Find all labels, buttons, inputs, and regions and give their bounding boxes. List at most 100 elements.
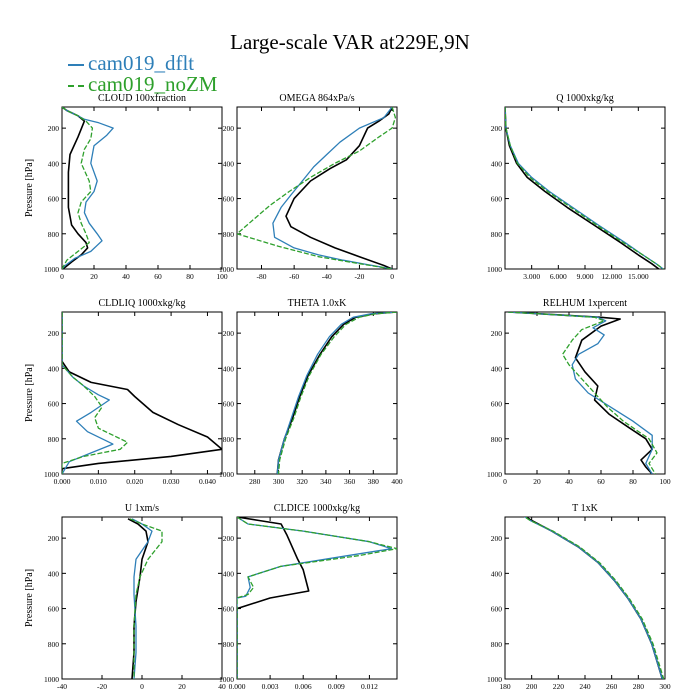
x-tick-label: 0 (503, 477, 507, 486)
series-line-noZM (62, 107, 94, 269)
y-tick-label: 1000 (219, 265, 234, 274)
x-tick-label: 100 (216, 272, 228, 281)
series-group (276, 312, 397, 474)
y-tick-label: 400 (223, 364, 235, 373)
x-tick-label: 12.000 (601, 272, 622, 281)
series-line-ref (508, 312, 654, 474)
y-tick-label: 200 (223, 124, 235, 133)
x-tick-label: 40 (122, 272, 130, 281)
x-tick-label: 3.000 (523, 272, 540, 281)
y-tick-label: 600 (491, 195, 503, 204)
x-tick-label: -60 (289, 272, 299, 281)
plot-frame (61, 106, 223, 270)
x-tick-label: 360 (344, 477, 356, 486)
y-tick-label: 600 (48, 605, 60, 614)
series-line-noZM (237, 107, 397, 269)
y-tick-label: 600 (48, 195, 60, 204)
y-tick-label: 400 (491, 159, 503, 168)
plot-frame (504, 516, 666, 680)
x-tick-label: 300 (273, 477, 285, 486)
x-tick-label: 0.006 (295, 682, 312, 691)
y-tick-label: 200 (48, 329, 60, 338)
x-tick-label: 40 (218, 682, 226, 691)
x-tick-label: 0.003 (262, 682, 279, 691)
x-tick-label: 0.030 (163, 477, 180, 486)
y-tick-label: 400 (48, 159, 60, 168)
y-tick-label: 1000 (487, 470, 502, 479)
y-tick-label: 600 (223, 400, 235, 409)
x-tick-label: 0.010 (90, 477, 107, 486)
x-tick-label: 100 (659, 477, 671, 486)
y-tick-label: 1000 (44, 675, 59, 684)
x-tick-label: 0.020 (126, 477, 143, 486)
legend-item-nozm: cam019_noZM (68, 73, 217, 95)
legend-item-dflt: cam019_dflt (68, 52, 194, 74)
y-tick-label: 400 (223, 159, 235, 168)
y-tick-label: 400 (48, 364, 60, 373)
y-tick-label: 600 (48, 400, 60, 409)
y-tick-label: 200 (223, 534, 235, 543)
x-tick-label: -80 (256, 272, 266, 281)
y-tick-label: 800 (223, 435, 235, 444)
series-line-dflt (524, 517, 663, 679)
panel-title: RELHUM 1xpercent (543, 298, 627, 309)
x-tick-label: 0.012 (361, 682, 378, 691)
x-tick-label: 220 (553, 682, 565, 691)
series-group (524, 517, 665, 679)
plot-frame (504, 311, 666, 475)
x-tick-label: 240 (579, 682, 591, 691)
y-tick-label: 200 (48, 124, 60, 133)
x-tick-label: 20 (178, 682, 186, 691)
x-tick-label: -20 (354, 272, 364, 281)
series-line-ref (285, 107, 393, 269)
panel-title: U 1xm/s (125, 503, 159, 514)
y-tick-label: 400 (491, 569, 503, 578)
y-tick-label: 200 (491, 329, 503, 338)
series-line-noZM (62, 312, 129, 474)
x-tick-label: -40 (57, 682, 67, 691)
series-line-dflt (505, 107, 664, 269)
series-line-noZM (277, 312, 397, 474)
plot-frame (61, 311, 223, 475)
y-axis-label: Pressure [hPa] (24, 569, 35, 627)
y-tick-label: 1000 (44, 470, 59, 479)
x-tick-label: 60 (154, 272, 162, 281)
panel-title: OMEGA 864xPa/s (279, 93, 354, 104)
series-group (505, 107, 664, 269)
panel-title: CLDLIQ 1000xkg/kg (99, 298, 186, 309)
panel-title: Q 1000xkg/kg (556, 93, 614, 104)
series-line-dflt (62, 107, 114, 269)
plot-frame (504, 106, 666, 270)
series-line-noZM (524, 517, 665, 679)
x-tick-label: 9.000 (577, 272, 594, 281)
series-line-ref (276, 312, 397, 474)
plot-frame (61, 516, 223, 680)
x-tick-label: 60 (597, 477, 605, 486)
y-tick-label: 600 (223, 605, 235, 614)
series-line-dflt (276, 312, 397, 474)
x-tick-label: 0 (390, 272, 394, 281)
x-tick-label: 0.000 (229, 682, 246, 691)
y-tick-label: 400 (491, 364, 503, 373)
panel-title: THETA 1.0xK (288, 298, 347, 309)
y-tick-label: 600 (491, 400, 503, 409)
x-tick-label: 320 (297, 477, 309, 486)
y-tick-label: 800 (48, 230, 60, 239)
y-tick-label: 600 (223, 195, 235, 204)
y-tick-label: 200 (48, 534, 60, 543)
series-group (237, 107, 397, 269)
series-group (127, 518, 163, 679)
x-tick-label: 300 (659, 682, 671, 691)
series-group (62, 107, 114, 269)
series-line-dflt (508, 312, 653, 474)
x-tick-label: 0 (60, 272, 64, 281)
x-tick-label: 40 (565, 477, 573, 486)
x-tick-label: -20 (97, 682, 107, 691)
x-tick-label: 15.000 (628, 272, 649, 281)
series-group (237, 517, 397, 679)
y-axis-label: Pressure [hPa] (24, 159, 35, 217)
panel-4: THETA 1.0xK 200 400 600 800 1000 280 300 320 340 3… (219, 298, 403, 486)
y-tick-label: 200 (223, 329, 235, 338)
